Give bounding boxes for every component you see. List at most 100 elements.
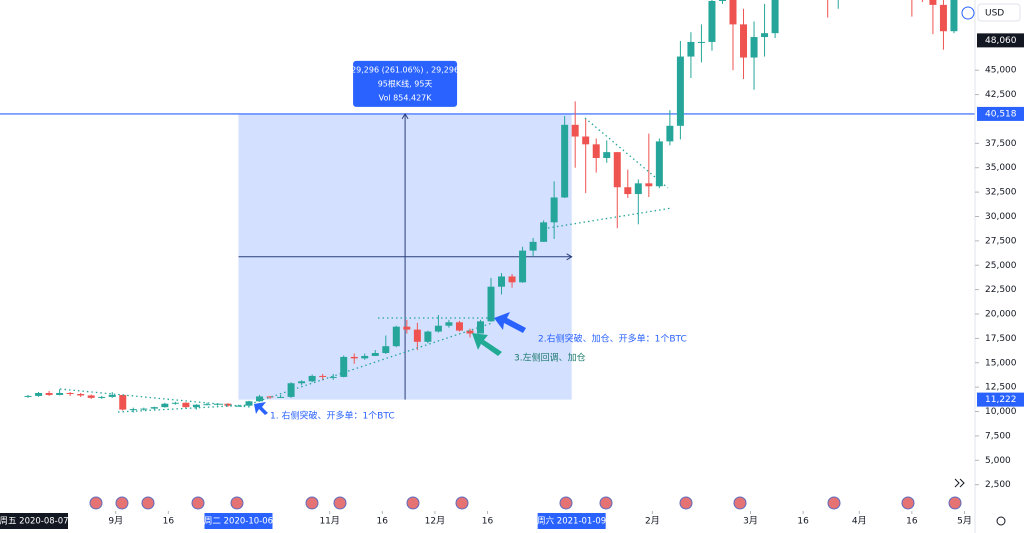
y-tick-label: 42,500 <box>985 90 1017 100</box>
event-icon <box>679 496 693 510</box>
candle-body <box>298 381 306 384</box>
y-tick-label: 32,500 <box>985 188 1017 198</box>
candle-body <box>245 401 253 406</box>
candle-body <box>66 393 74 395</box>
y-tick-label: 20,000 <box>985 310 1017 320</box>
x-tick-label: 16 <box>482 517 494 527</box>
candle-body <box>35 393 43 396</box>
event-icon <box>191 496 205 510</box>
scroll-button[interactable] <box>954 478 965 488</box>
candle-body <box>718 0 726 1</box>
candle-body <box>382 346 390 354</box>
candle-body <box>413 329 421 342</box>
candle-body <box>319 375 327 377</box>
candle-body <box>455 322 463 331</box>
candle-body <box>56 393 64 395</box>
candle-body <box>771 0 779 34</box>
measure-label: 29,296 (261.06%) , 29,296 <box>351 65 459 74</box>
candle-body <box>403 326 411 330</box>
event-icon <box>455 496 469 510</box>
currency-button[interactable] <box>977 3 1021 22</box>
candle-body <box>571 124 579 137</box>
candle-body <box>150 407 158 409</box>
x-tick-label: 9月 <box>108 516 123 527</box>
candle-body <box>361 355 369 359</box>
candle-body <box>77 393 85 396</box>
y-tick-label: 12,500 <box>985 383 1017 393</box>
candle-body <box>939 4 947 32</box>
y-tick-label: 27,500 <box>985 236 1017 246</box>
candle-body <box>140 408 148 410</box>
arrow <box>254 402 268 415</box>
candle-body <box>203 404 211 406</box>
event-icon <box>406 496 420 510</box>
x-tick-label: 12月 <box>425 516 445 527</box>
date-marker <box>0 513 68 529</box>
trendline <box>59 388 251 408</box>
candle-body <box>434 325 442 332</box>
date-marker <box>537 513 606 529</box>
candle-body <box>287 383 295 397</box>
x-tick-label: 4月 <box>852 516 867 527</box>
price-marker <box>977 33 1024 48</box>
event-icon <box>948 496 962 510</box>
candles <box>24 0 958 413</box>
candle-body <box>340 356 348 377</box>
settings-icon[interactable] <box>961 6 975 20</box>
x-tick-label: 16 <box>163 517 175 527</box>
candle-body <box>476 321 484 334</box>
arrow <box>472 333 502 356</box>
candle-body <box>708 0 716 42</box>
event-icon <box>733 496 747 510</box>
price-marker <box>977 392 1024 407</box>
currency[interactable]: USD <box>985 9 1004 19</box>
y-tick-label: 25,000 <box>985 261 1017 271</box>
event-icon <box>599 496 613 510</box>
candle-body <box>182 402 190 408</box>
candle-body <box>371 353 379 356</box>
event-icon <box>901 496 915 510</box>
candle-body <box>45 393 53 395</box>
candle-body <box>129 409 137 411</box>
gear-icon[interactable] <box>996 516 1006 526</box>
trendline <box>584 117 669 189</box>
event-icon <box>230 496 244 510</box>
candle-body <box>624 187 632 195</box>
candle-body <box>740 24 748 58</box>
candle-body <box>561 124 569 198</box>
date-marker-label: 周五 2020-08-07 <box>0 517 69 527</box>
y-tick-label: 30,000 <box>985 212 1017 222</box>
candle-body <box>750 37 758 58</box>
date-marker-label: 周二 2020-10-06 <box>204 517 273 527</box>
candle-body <box>329 376 337 378</box>
candle-body <box>950 0 958 32</box>
annotation: 2.右侧突破、加仓、开多单：1个BTC <box>538 333 687 345</box>
trendline <box>249 322 493 405</box>
candle-body <box>171 402 179 404</box>
candle-body <box>676 56 684 126</box>
event-icon <box>559 496 573 510</box>
measure-arrow <box>566 253 573 261</box>
candle-body <box>466 330 474 334</box>
x-tick-label: 5月 <box>957 516 972 527</box>
candle-body <box>603 152 611 158</box>
y-tick-label: 37,500 <box>985 139 1017 149</box>
y-tick-label: 10,000 <box>985 407 1017 417</box>
candle-body <box>424 331 432 342</box>
candle-body <box>697 41 705 43</box>
candle-body <box>108 394 116 397</box>
candle-body <box>729 0 737 25</box>
candle-body <box>655 141 663 187</box>
candle-body <box>540 222 548 242</box>
candle-body <box>308 375 316 382</box>
trendlines <box>59 117 673 413</box>
candle-body <box>256 396 264 402</box>
x-tick-label: 11月 <box>319 516 339 527</box>
candle-body <box>24 395 32 397</box>
event-icon <box>141 496 155 510</box>
candle-body <box>582 136 590 145</box>
candle-body <box>224 403 232 406</box>
candle-body <box>613 152 621 188</box>
event-icon <box>89 496 103 510</box>
